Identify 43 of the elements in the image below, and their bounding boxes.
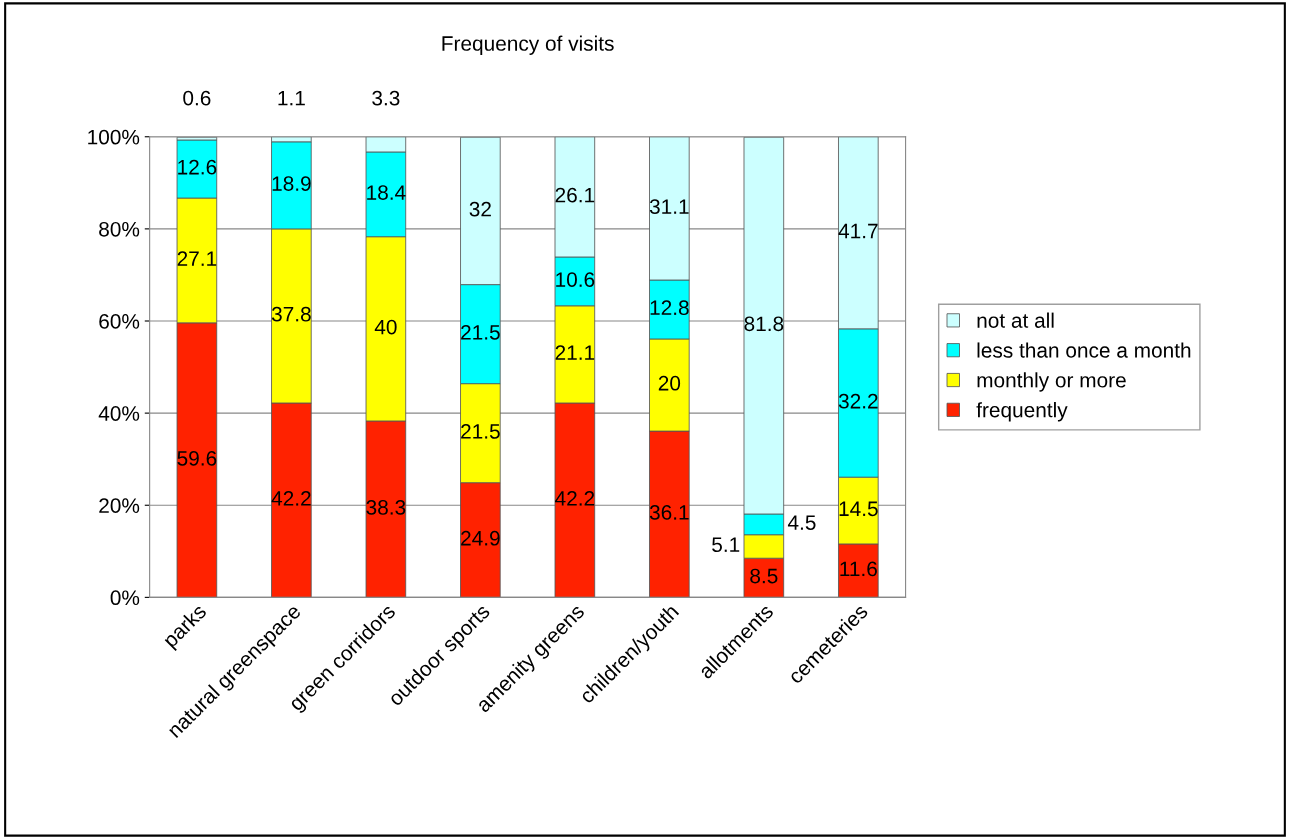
data-label: 42.2 [555, 491, 595, 506]
data-label: 37.8 [271, 306, 311, 322]
legend-label: not at all [977, 312, 1054, 328]
y-tick-label: 0% [110, 590, 140, 606]
data-label: 21.1 [555, 345, 595, 360]
data-label: 10.6 [556, 272, 595, 287]
data-label: 11.6 [840, 561, 877, 577]
data-label: 40 [374, 319, 397, 335]
y-tick-label: 20% [99, 498, 140, 513]
chart-title: Frequency of visits [442, 35, 614, 55]
y-tick-label: 100% [88, 129, 140, 145]
data-label: 38.3 [366, 500, 406, 515]
data-label: 20 [658, 375, 681, 391]
data-label: 4.5 [787, 515, 816, 530]
data-label: 12.6 [178, 159, 217, 175]
data-label: 42.2 [271, 491, 311, 506]
legend-label: monthly or more [977, 372, 1126, 392]
data-label: 3.3 [372, 90, 400, 106]
data-label: 18.9 [272, 176, 311, 191]
legend-label: frequently [976, 402, 1068, 422]
data-label: 27.1 [177, 251, 217, 266]
y-tick-label: 80% [99, 221, 140, 237]
data-label: 8.5 [750, 568, 778, 584]
y-tick-label: 40% [98, 406, 140, 421]
data-label: 18.4 [367, 185, 406, 200]
data-label: 32 [469, 201, 491, 217]
data-label: 26.1 [555, 187, 595, 203]
data-label: 36.1 [649, 505, 689, 520]
data-label: 1.1 [278, 90, 305, 106]
y-tick-label: 60% [99, 314, 140, 329]
legend-label: less than once a month [977, 342, 1191, 358]
data-label: 81.8 [744, 316, 784, 332]
data-label: 59.6 [177, 450, 217, 466]
data-label: 14.5 [839, 501, 878, 517]
data-label: 32.2 [838, 393, 878, 409]
data-label: 21.5 [461, 424, 500, 439]
data-label: 0.6 [183, 90, 211, 106]
data-label: 21.5 [461, 324, 500, 340]
data-label: 12.8 [650, 300, 689, 316]
data-label: 24.9 [461, 530, 500, 546]
data-label: 5.1 [712, 537, 740, 553]
data-label: 31.1 [649, 199, 689, 214]
data-label: 41.7 [838, 223, 878, 239]
